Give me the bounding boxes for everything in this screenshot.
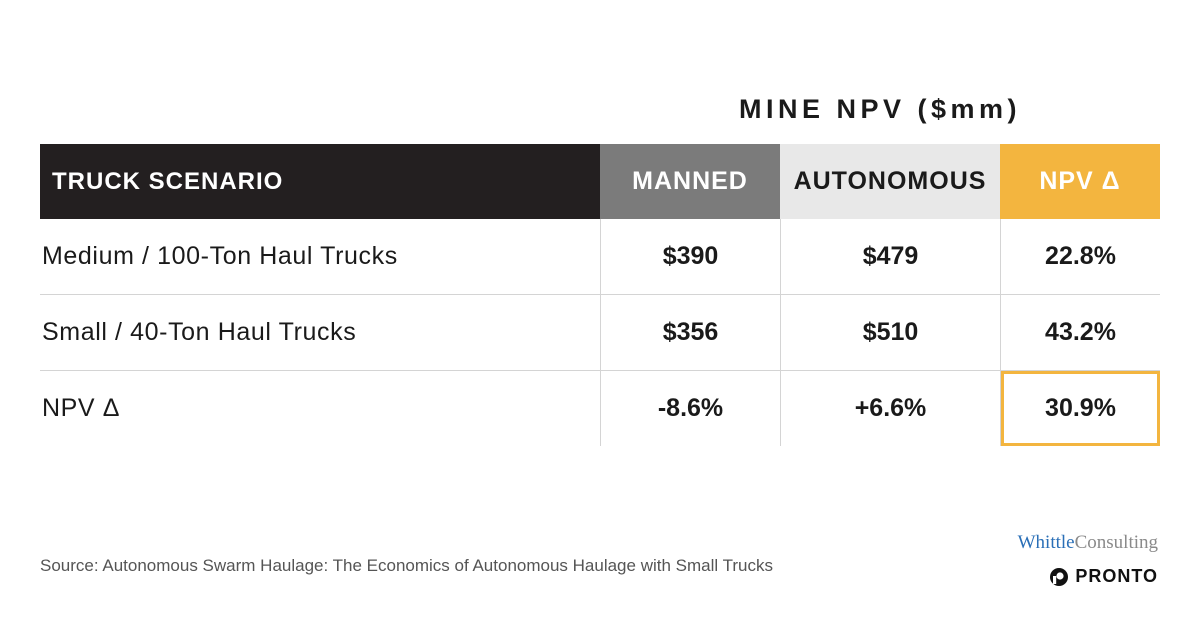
cell-manned: -8.6%	[600, 371, 780, 446]
table-header-row: TRUCK SCENARIO MANNED AUTONOMOUS NPV Δ	[40, 144, 1160, 219]
row-label: Small / 40-Ton Haul Trucks	[42, 318, 357, 346]
table-row: NPV Δ -8.6% +6.6% 30.9%	[40, 371, 1160, 446]
whittle-consulting-logo: WhittleConsulting	[1018, 532, 1158, 554]
table-row: Medium / 100-Ton Haul Trucks $390 $479 2…	[40, 219, 1160, 295]
cell-autonomous: +6.6%	[780, 371, 1000, 446]
cell-manned: $356	[600, 295, 780, 370]
row-label: NPV Δ	[42, 394, 121, 422]
cell-npv-delta: 43.2%	[1000, 295, 1160, 370]
header-manned: MANNED	[600, 144, 780, 219]
cell-npv-delta-highlighted: 30.9%	[1000, 371, 1160, 446]
table-super-title: MINE NPV ($mm)	[738, 94, 1022, 124]
npv-table: TRUCK SCENARIO MANNED AUTONOMOUS NPV Δ M…	[40, 144, 1160, 446]
cell-autonomous: $479	[780, 219, 1000, 294]
header-truck-scenario: TRUCK SCENARIO	[40, 144, 600, 219]
cell-autonomous: $510	[780, 295, 1000, 370]
pronto-logo-text: PRONTO	[1075, 566, 1158, 586]
pronto-mark-icon	[1050, 567, 1069, 586]
header-npv-delta: NPV Δ	[1000, 144, 1160, 219]
header-autonomous: AUTONOMOUS	[780, 144, 1000, 219]
highlighted-value: 30.9%	[1045, 394, 1116, 422]
cell-npv-delta: 22.8%	[1000, 219, 1160, 294]
table-row: Small / 40-Ton Haul Trucks $356 $510 43.…	[40, 295, 1160, 371]
whittle-logo-part1: Whittle	[1017, 532, 1075, 553]
cell-manned: $390	[600, 219, 780, 294]
row-label: Medium / 100-Ton Haul Trucks	[42, 242, 398, 270]
source-note: Source: Autonomous Swarm Haulage: The Ec…	[40, 556, 773, 575]
pronto-logo: PRONTO	[1049, 566, 1158, 587]
whittle-logo-part2: Consulting	[1074, 532, 1158, 553]
